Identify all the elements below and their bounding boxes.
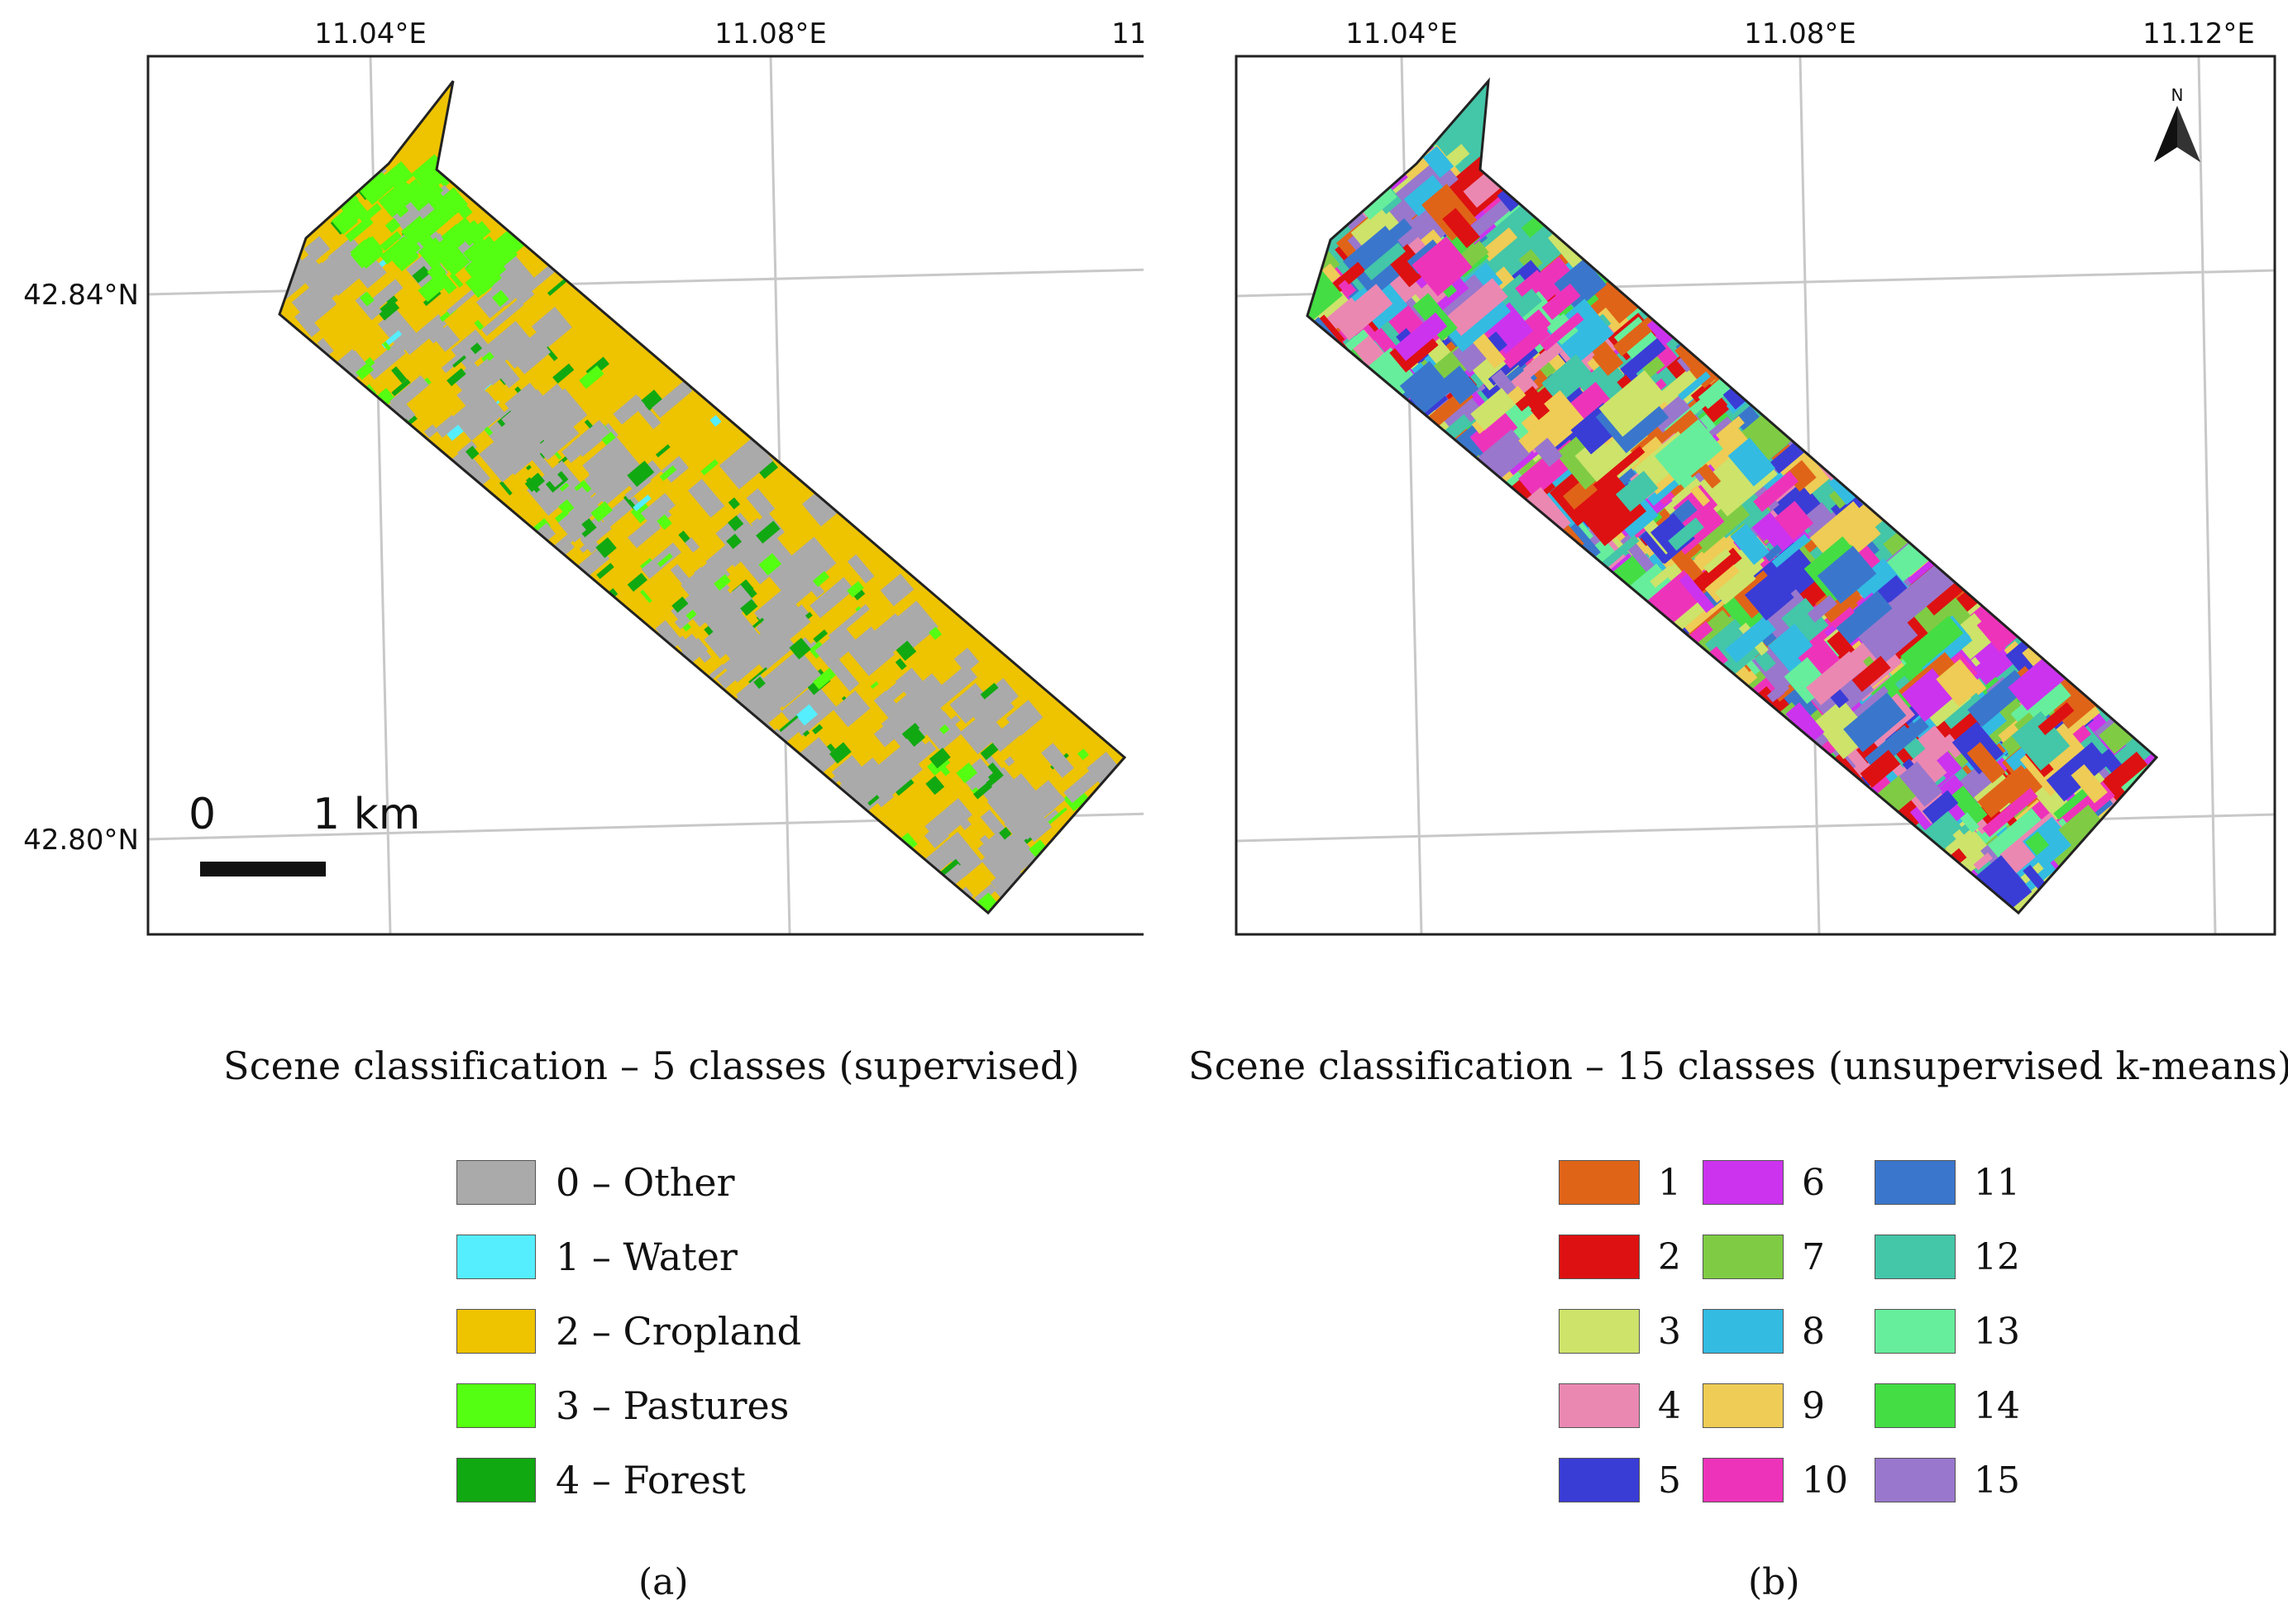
legend-a-item-4: 4 – Forest bbox=[456, 1456, 746, 1504]
legend-a-swatch-2 bbox=[456, 1309, 536, 1354]
legend-a-label-4: 4 – Forest bbox=[556, 1458, 746, 1502]
legend-b-item-15: 15 bbox=[1875, 1456, 2020, 1504]
lon-label-a-1: 11.08°E bbox=[714, 17, 827, 50]
map-b-frame bbox=[1235, 55, 2276, 936]
lon-label-b-2: 11.12°E bbox=[2142, 17, 2255, 50]
map-a-frame bbox=[146, 55, 1144, 936]
legend-a-item-1: 1 – Water bbox=[456, 1233, 738, 1281]
legend-b-label-9: 9 bbox=[1802, 1384, 1825, 1427]
legend-b-swatch-3 bbox=[1559, 1309, 1640, 1354]
legend-b-item-6: 6 bbox=[1703, 1158, 1825, 1206]
legend-b-item-7: 7 bbox=[1703, 1233, 1825, 1281]
legend-b-label-12: 12 bbox=[1974, 1235, 2020, 1278]
legend-b-item-1: 1 bbox=[1559, 1158, 1681, 1206]
lon-label-b-1: 11.08°E bbox=[1744, 17, 1856, 50]
legend-b-item-9: 9 bbox=[1703, 1382, 1825, 1430]
legend-b-label-15: 15 bbox=[1974, 1459, 2020, 1502]
lat-label-a-0: 42.84°N bbox=[23, 279, 139, 312]
legend-b-swatch-5 bbox=[1559, 1458, 1640, 1502]
legend-b-label-7: 7 bbox=[1802, 1235, 1825, 1278]
map-a-title: Scene classification – 5 classes (superv… bbox=[223, 1044, 1080, 1088]
legend-a-swatch-3 bbox=[456, 1383, 536, 1428]
legend-a-label-2: 2 – Cropland bbox=[556, 1309, 802, 1354]
panel-letter-a: (a) bbox=[638, 1561, 689, 1603]
legend-b-swatch-6 bbox=[1703, 1160, 1784, 1205]
legend-b-swatch-11 bbox=[1875, 1160, 1956, 1205]
lat-label-a-1: 42.80°N bbox=[23, 824, 139, 857]
legend-a-item-0: 0 – Other bbox=[456, 1158, 735, 1206]
legend-b-swatch-7 bbox=[1703, 1235, 1784, 1279]
legend-b-swatch-14 bbox=[1875, 1383, 1956, 1428]
lon-label-a-0: 11.04°E bbox=[314, 17, 427, 50]
legend-a-swatch-0 bbox=[456, 1160, 536, 1205]
legend-a-swatch-4 bbox=[456, 1458, 536, 1502]
legend-b-item-8: 8 bbox=[1703, 1307, 1825, 1355]
legend-b-label-8: 8 bbox=[1802, 1310, 1825, 1353]
legend-b-swatch-8 bbox=[1703, 1309, 1784, 1354]
legend-a-label-0: 0 – Other bbox=[556, 1160, 735, 1205]
legend-a-item-3: 3 – Pastures bbox=[456, 1382, 789, 1430]
legend-b-label-5: 5 bbox=[1658, 1459, 1681, 1502]
legend-b-item-11: 11 bbox=[1875, 1158, 2020, 1206]
legend-b-swatch-10 bbox=[1703, 1458, 1784, 1502]
north-arrow-icon: N bbox=[2154, 85, 2200, 162]
legend-b-label-1: 1 bbox=[1658, 1161, 1681, 1204]
legend-b-label-10: 10 bbox=[1802, 1459, 1848, 1502]
legend-b-item-3: 3 bbox=[1559, 1307, 1681, 1355]
panel-b: 11.04°E 11.08°E 11.12°E N Scene classifi… bbox=[1144, 0, 2288, 1624]
legend-b-item-5: 5 bbox=[1559, 1456, 1681, 1504]
scalebar-end-label: 1 km bbox=[313, 790, 420, 839]
legend-b-item-13: 13 bbox=[1875, 1307, 2020, 1355]
legend-b-swatch-4 bbox=[1559, 1383, 1640, 1428]
scalebar-bar bbox=[200, 862, 326, 876]
legend-b-label-14: 14 bbox=[1974, 1384, 2020, 1427]
legend-b-label-13: 13 bbox=[1974, 1310, 2020, 1353]
legend-a-label-1: 1 – Water bbox=[556, 1235, 738, 1279]
legend-a-item-2: 2 – Cropland bbox=[456, 1307, 801, 1355]
map-b-svg: 11.04°E 11.08°E 11.12°E N bbox=[1235, 17, 2276, 936]
lon-label-b-0: 11.04°E bbox=[1345, 17, 1458, 50]
legend-b-label-3: 3 bbox=[1658, 1310, 1681, 1353]
north-arrow-label: N bbox=[2171, 85, 2184, 105]
legend-b-label-2: 2 bbox=[1658, 1235, 1681, 1278]
map-a-svg: 11.04°E 11.08°E 11.12°E 42.84°N 42.80°N … bbox=[23, 17, 1144, 936]
legend-b-swatch-12 bbox=[1875, 1235, 1956, 1279]
map-b-patches bbox=[1307, 86, 2157, 913]
legend-b-swatch-9 bbox=[1703, 1383, 1784, 1428]
legend-b-item-12: 12 bbox=[1875, 1233, 2020, 1281]
scalebar-start-label: 0 bbox=[189, 790, 216, 839]
legend-b-swatch-1 bbox=[1559, 1160, 1640, 1205]
legend-b-item-4: 4 bbox=[1559, 1382, 1681, 1430]
scalebar: 0 1 km bbox=[189, 790, 420, 876]
map-b-title: Scene classification – 15 classes (unsup… bbox=[1188, 1044, 2288, 1088]
panel-a: 11.04°E 11.08°E 11.12°E 42.84°N 42.80°N … bbox=[23, 17, 1144, 1603]
legend-b-swatch-13 bbox=[1875, 1309, 1956, 1354]
legend-b-item-2: 2 bbox=[1559, 1233, 1681, 1281]
lon-label-a-2: 11.12°E bbox=[1111, 17, 1144, 50]
legend-a-label-3: 3 – Pastures bbox=[556, 1383, 790, 1428]
legend-b-item-10: 10 bbox=[1703, 1456, 1848, 1504]
legend-a-swatch-1 bbox=[456, 1235, 536, 1279]
legend-b-label-4: 4 bbox=[1658, 1384, 1681, 1427]
legend-b-swatch-2 bbox=[1559, 1235, 1640, 1279]
classification-polygon-b bbox=[1306, 77, 2159, 915]
legend-b-swatch-15 bbox=[1875, 1458, 1956, 1502]
panel-letter-b: (b) bbox=[1748, 1561, 1800, 1603]
legend-b-label-6: 6 bbox=[1802, 1161, 1825, 1204]
legend-b-item-14: 14 bbox=[1875, 1382, 2020, 1430]
legend-b-label-11: 11 bbox=[1974, 1161, 2020, 1204]
